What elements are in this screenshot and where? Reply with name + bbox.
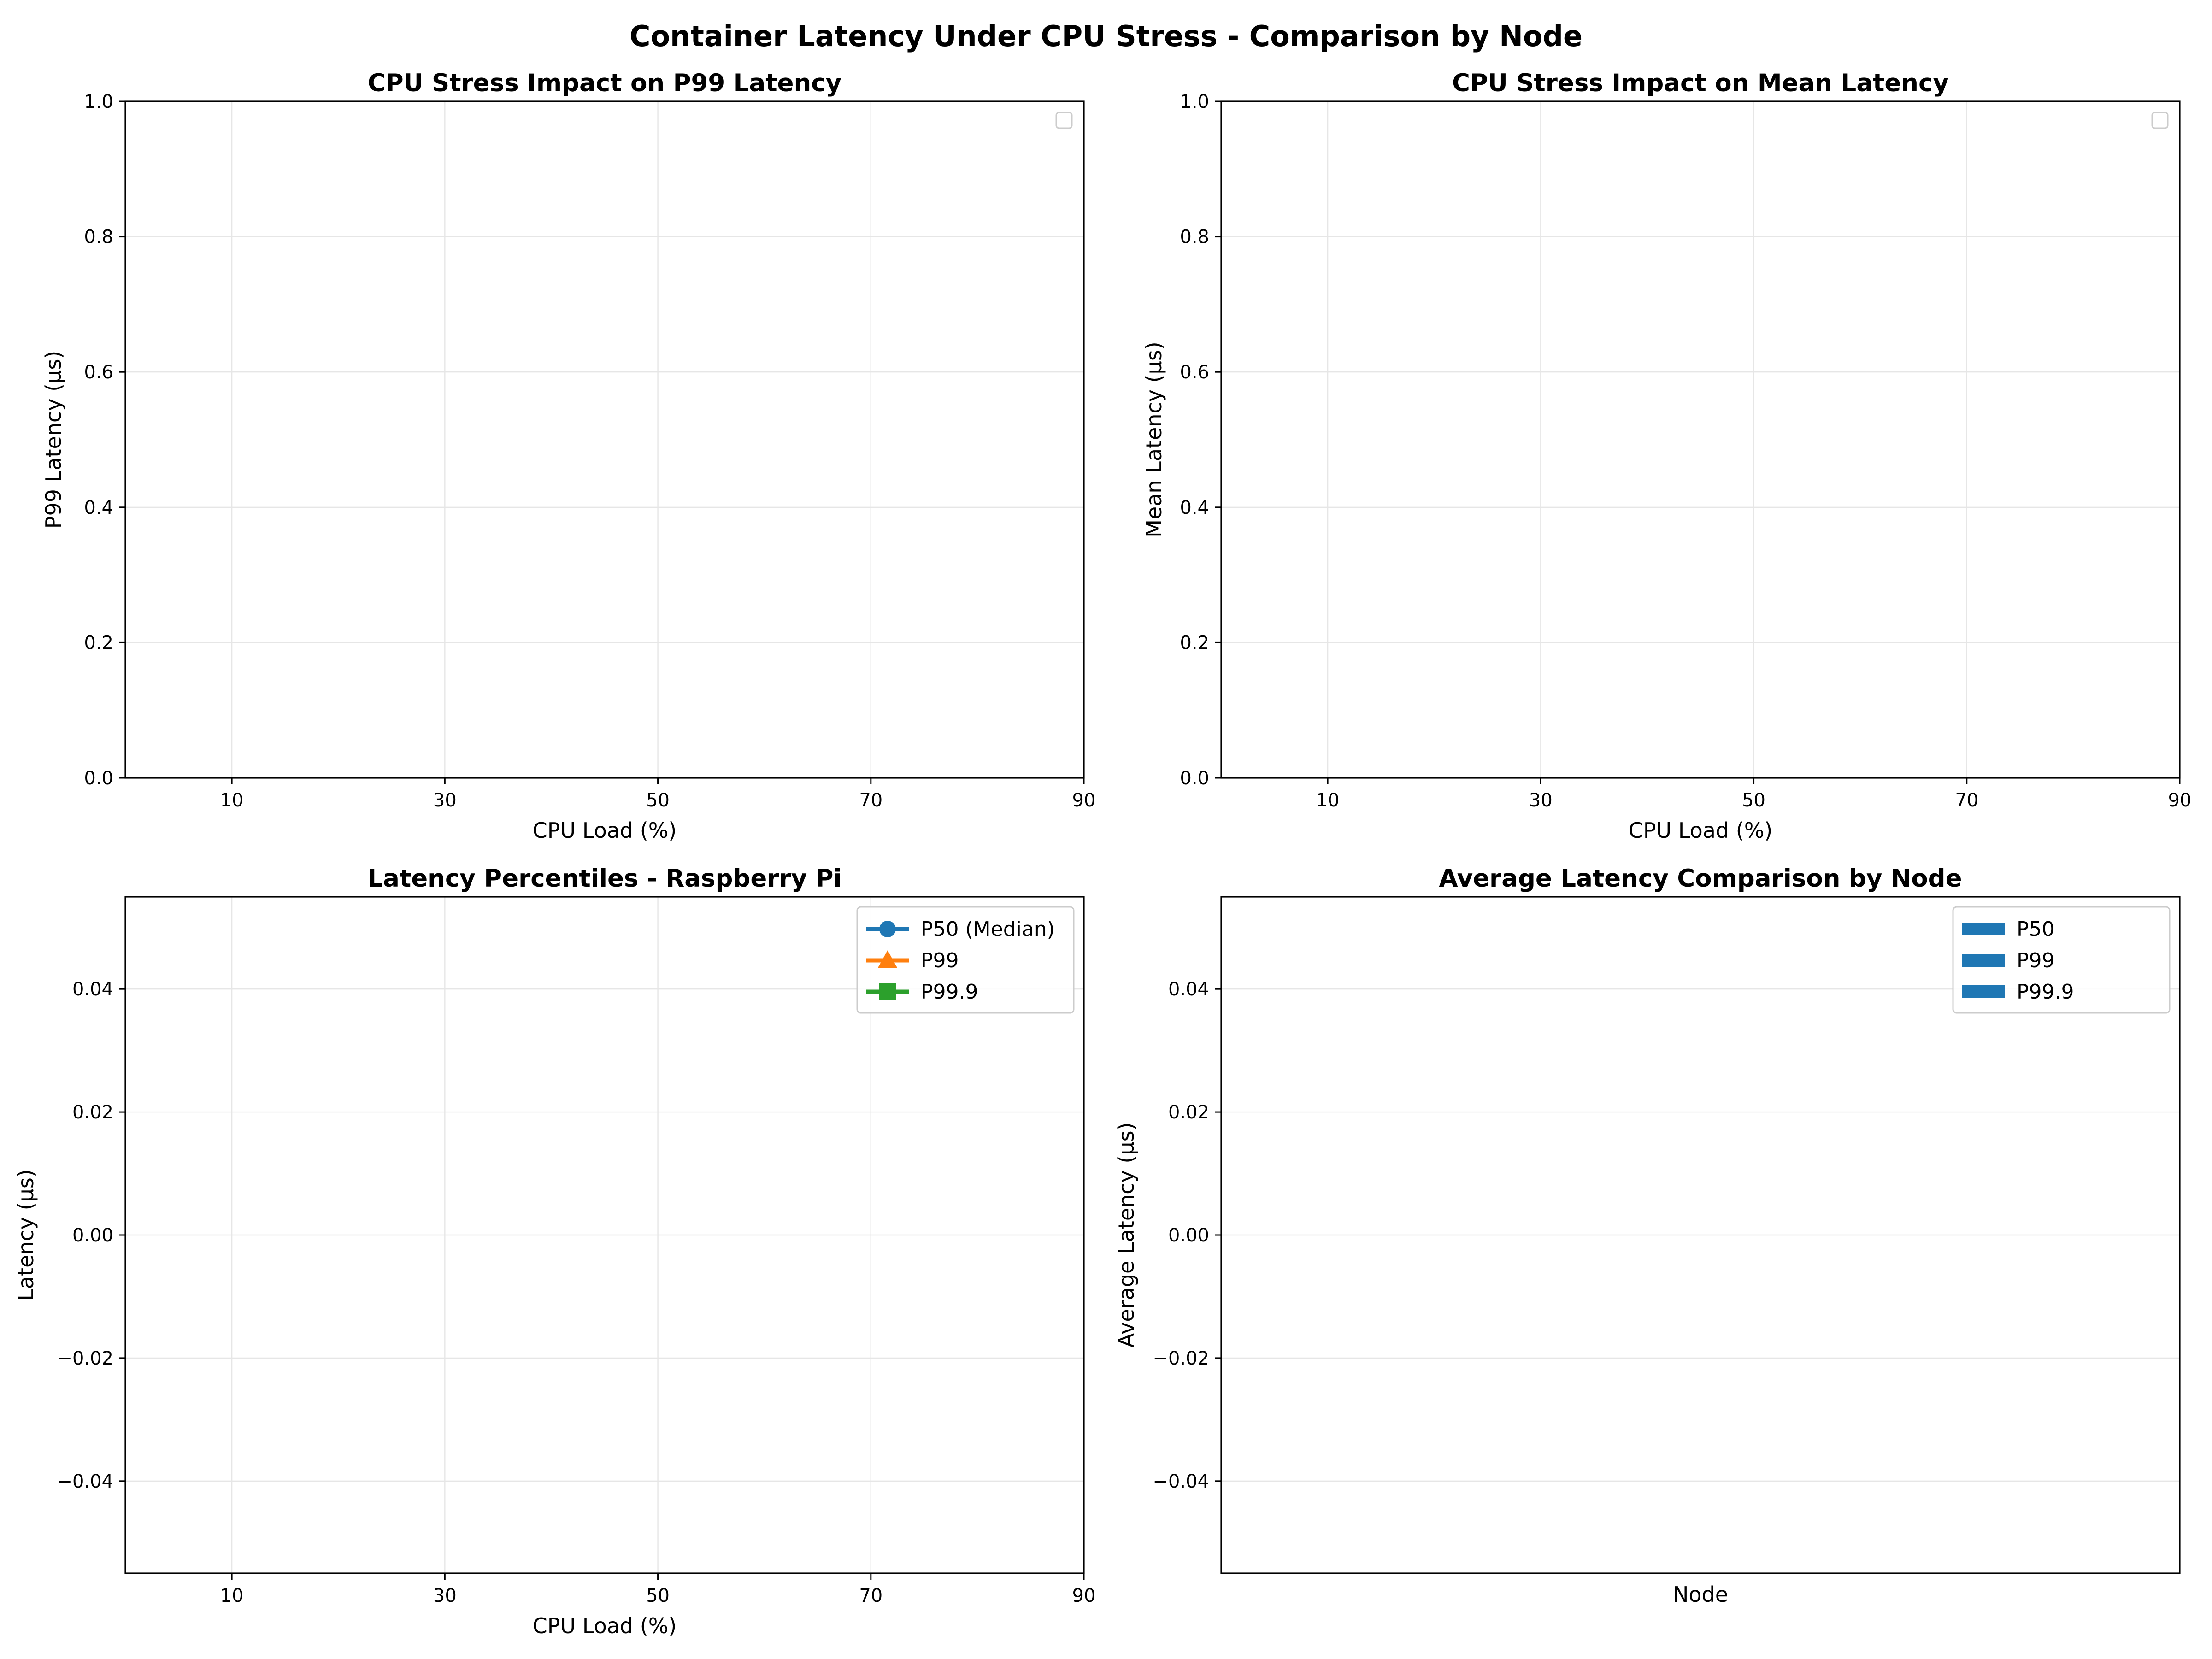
legend-entry: P50 (Median) [866, 918, 1055, 941]
x-axis-label: CPU Load (%) [533, 1613, 677, 1638]
axes-frame [1220, 100, 2181, 779]
legend-marker-triangle [878, 950, 897, 968]
legend [2151, 112, 2169, 129]
y-tick-label: −0.02 [1153, 1348, 1209, 1369]
y-tick-label: 0.2 [1180, 632, 1209, 653]
legend-box [1952, 906, 2171, 1014]
y-tick-label: 0.00 [1168, 1225, 1209, 1246]
legend-label: P50 (Median) [921, 918, 1055, 941]
y-axis-label: Mean Latency (µs) [1141, 341, 1166, 538]
y-tick-label: 0.04 [72, 979, 113, 1000]
y-tick-label: 0.00 [72, 1225, 113, 1246]
legend-label: P99.9 [2017, 980, 2074, 1004]
y-tick-label: −0.04 [1153, 1471, 1209, 1492]
legend-entry: P99.9 [866, 980, 978, 1004]
legend-box [856, 906, 1075, 1014]
legend-marker-circle [879, 921, 896, 937]
y-tick-label: 0.4 [1180, 497, 1209, 518]
x-tick-label: 50 [1742, 790, 1765, 811]
y-tick-label: 0.2 [84, 632, 113, 653]
legend-label: P99.9 [921, 980, 978, 1004]
x-tick-label: 10 [220, 1585, 244, 1606]
x-tick-label: 10 [220, 790, 244, 811]
y-tick-label: 0.02 [72, 1102, 113, 1123]
y-tick-label: 0.8 [1180, 227, 1209, 248]
chart-title: Latency Percentiles - Raspberry Pi [367, 865, 841, 893]
x-axis-label: CPU Load (%) [533, 818, 677, 843]
legend-entry: P50 [1962, 918, 2055, 941]
y-tick-label: 0.02 [1168, 1102, 1209, 1123]
x-tick-label: 30 [1529, 790, 1553, 811]
x-tick-label: 70 [1955, 790, 1978, 811]
legend-marker-square [879, 983, 896, 1000]
chart-panel-3: 10 30 50 70 90 −0.04 −0.02 0.00 0.02 0.04 Latency … [13, 865, 1095, 1638]
x-tick-label: 70 [859, 1585, 882, 1606]
chart-title: CPU Stress Impact on Mean Latency [1452, 69, 1949, 97]
chart-panel-1: 10 30 50 70 90 0.0 0.2 0.4 0.6 0.8 1.0 CPU Stress I… [41, 69, 1095, 843]
x-tick-label: 50 [646, 1585, 670, 1606]
legend-box [2151, 112, 2169, 129]
y-tick-label: −0.02 [57, 1348, 113, 1369]
y-tick-label: −0.04 [57, 1471, 113, 1492]
chart-panel-4: −0.04 −0.02 0.00 0.02 0.04 Average Latency Co… [1114, 865, 2181, 1607]
y-axis-label: Latency (µs) [13, 1169, 38, 1301]
x-axis-label: CPU Load (%) [1629, 818, 1773, 843]
legend-patch [1962, 985, 2005, 998]
x-tick-label: 30 [433, 790, 457, 811]
grid [1221, 988, 2180, 1482]
legend-entry: P99.9 [1962, 980, 2074, 1004]
y-tick-label: 1.0 [84, 91, 113, 112]
y-tick-label: 0.6 [1180, 362, 1209, 383]
x-tick-label: 30 [433, 1585, 457, 1606]
y-tick-label: 1.0 [1180, 91, 1209, 112]
y-tick-label: 0.6 [84, 362, 113, 383]
y-axis-label: Average Latency (µs) [1114, 1122, 1139, 1347]
x-tick-label: 50 [646, 790, 670, 811]
legend-label: P99 [921, 949, 959, 972]
legend-patch [1962, 954, 2005, 967]
y-tick-label: 0.8 [84, 227, 113, 248]
legend-entry: P99 [866, 949, 959, 972]
figure-suptitle: Container Latency Under CPU Stress - Com… [629, 19, 1583, 53]
x-tick-label: 70 [859, 790, 882, 811]
legend: P50 (Median) P99 P99.9 [856, 906, 1075, 1014]
legend [1055, 112, 1073, 129]
legend-box [1055, 112, 1073, 129]
legend-patch [1962, 923, 2005, 935]
x-tick-label: 90 [2168, 790, 2192, 811]
chart-title: CPU Stress Impact on P99 Latency [368, 69, 841, 97]
y-tick-label: 0.04 [1168, 979, 1209, 1000]
legend: P50 P99 P99.9 [1952, 906, 2171, 1014]
y-axis-label: P99 Latency (µs) [41, 351, 66, 529]
axes-frame [124, 100, 1085, 779]
x-tick-label: 90 [1072, 1585, 1096, 1606]
legend-label: P50 [2017, 918, 2055, 941]
y-tick-label: 0.0 [1180, 768, 1209, 789]
x-axis-label: Node [1673, 1582, 1728, 1607]
legend-entry: P99 [1962, 949, 2055, 972]
x-tick-label: 90 [1072, 790, 1096, 811]
legend-label: P99 [2017, 949, 2055, 972]
x-tick-label: 10 [1316, 790, 1340, 811]
y-tick-label: 0.4 [84, 497, 113, 518]
y-tick-label: 0.0 [84, 768, 113, 789]
chart-panel-2: 10 30 50 70 90 0.0 0.2 0.4 0.6 0.8 1.0 CPU Stress I… [1141, 69, 2191, 843]
chart-title: Average Latency Comparison by Node [1439, 865, 1962, 893]
